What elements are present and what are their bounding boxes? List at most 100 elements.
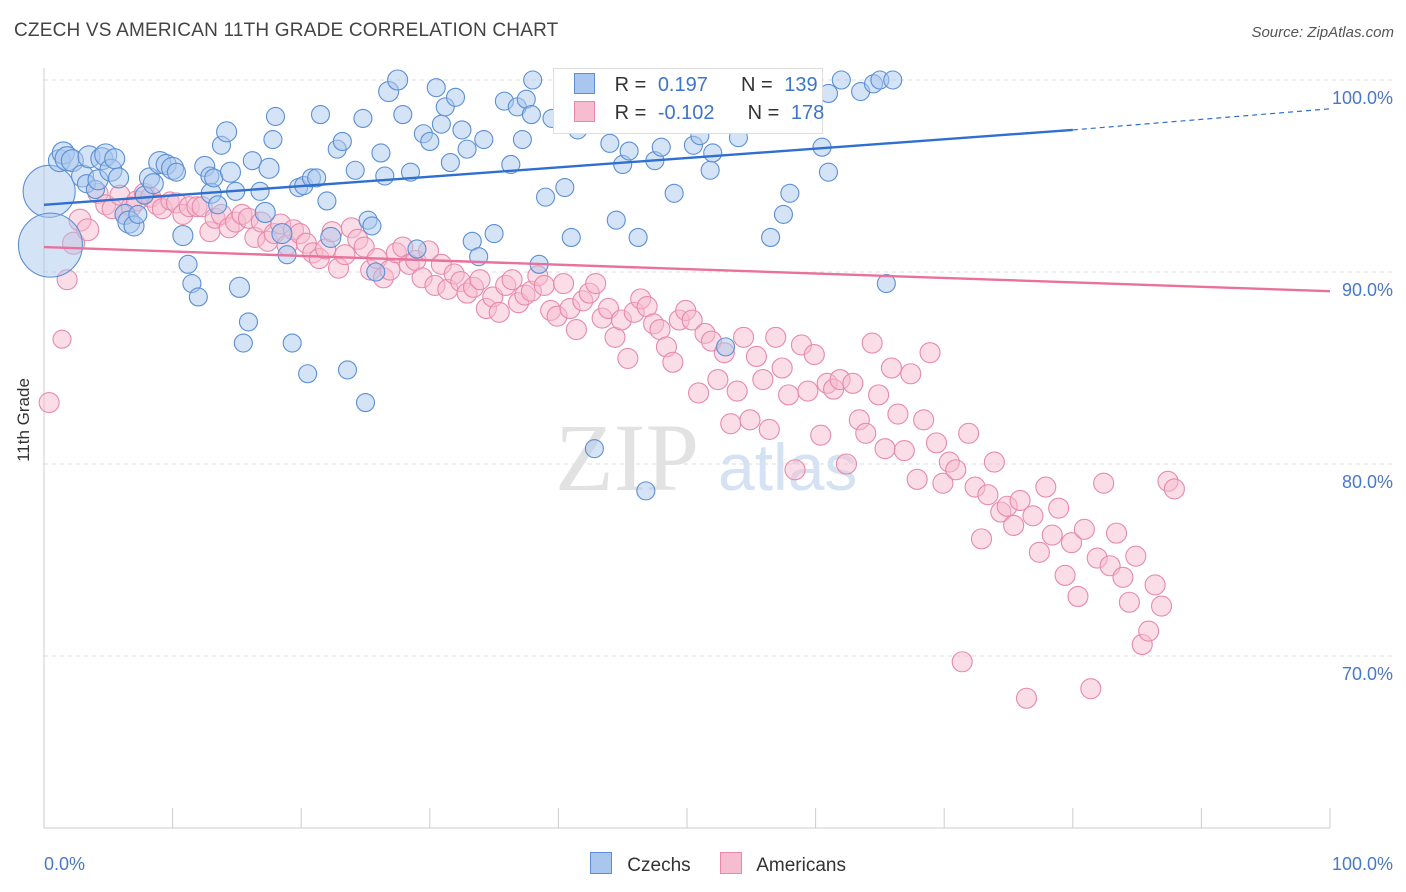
czech-point bbox=[606, 210, 626, 230]
american-point bbox=[1138, 620, 1160, 642]
american-point bbox=[906, 468, 928, 490]
american-point bbox=[797, 380, 819, 402]
czech-point bbox=[310, 105, 331, 125]
czech-point bbox=[307, 168, 327, 188]
chart-title: CZECH VS AMERICAN 11TH GRADE CORRELATION… bbox=[14, 20, 559, 41]
czech-point bbox=[407, 239, 427, 259]
american-point bbox=[565, 319, 587, 341]
american-point bbox=[765, 326, 787, 348]
american-point bbox=[52, 329, 72, 349]
r-value: -0.102 bbox=[657, 102, 715, 124]
czech-point bbox=[440, 153, 460, 173]
american-point bbox=[745, 345, 767, 368]
czech-point bbox=[233, 333, 253, 353]
czech-point bbox=[761, 227, 781, 247]
czech-point bbox=[17, 212, 83, 278]
czech-point bbox=[420, 131, 440, 151]
american-point bbox=[1048, 497, 1070, 519]
n-label: N = bbox=[747, 102, 780, 124]
czech-point bbox=[636, 481, 656, 501]
series-legend: Czechs Americans bbox=[0, 852, 1406, 878]
american-point bbox=[469, 269, 491, 291]
american-point bbox=[752, 368, 774, 391]
legend-item-americans[interactable]: Americans bbox=[720, 852, 846, 877]
american-point bbox=[803, 344, 825, 366]
american-point bbox=[662, 351, 684, 373]
stats-legend: R = 0.197 N = 139 R = -0.102 N = 178 bbox=[553, 68, 824, 134]
czech-point bbox=[600, 133, 620, 153]
american-point bbox=[835, 453, 858, 475]
czech-point bbox=[521, 105, 541, 125]
american-point bbox=[1080, 678, 1102, 700]
n-value: 139 bbox=[784, 74, 818, 96]
czech-point bbox=[700, 160, 720, 180]
y-tick-label: 70.0% bbox=[1342, 664, 1393, 684]
americans-swatch bbox=[574, 101, 595, 122]
watermark-zip: ZIP bbox=[555, 404, 699, 511]
czech-point bbox=[445, 87, 466, 107]
czech-point bbox=[426, 78, 446, 98]
american-point bbox=[681, 309, 703, 331]
american-point bbox=[810, 424, 832, 446]
american-point bbox=[739, 409, 761, 431]
american-point bbox=[552, 272, 575, 295]
legend-item-czechs[interactable]: Czechs bbox=[590, 852, 691, 877]
american-point bbox=[958, 422, 980, 444]
czech-point bbox=[216, 121, 238, 143]
czech-point bbox=[22, 164, 76, 218]
czech-point bbox=[188, 287, 208, 307]
american-point bbox=[855, 422, 877, 444]
czech-point bbox=[773, 204, 794, 224]
czech-point bbox=[238, 312, 259, 332]
tick-labels: 70.0% 80.0% 90.0% 100.0% 0.0% 100.0% bbox=[44, 88, 1393, 874]
legend-label-americans: Americans bbox=[756, 855, 846, 876]
american-point bbox=[1041, 524, 1063, 546]
czech-point bbox=[219, 161, 242, 183]
czech-point bbox=[452, 120, 472, 140]
american-point bbox=[919, 342, 941, 364]
czech-point bbox=[104, 148, 126, 170]
american-point bbox=[1105, 522, 1128, 544]
y-tick-label: 100.0% bbox=[1332, 88, 1393, 108]
czechs-swatch bbox=[574, 73, 595, 94]
american-point bbox=[1125, 545, 1147, 567]
american-point bbox=[688, 382, 710, 404]
american-point bbox=[1028, 541, 1050, 563]
american-point bbox=[977, 484, 999, 506]
american-point bbox=[868, 384, 890, 406]
american-point bbox=[1022, 505, 1044, 527]
american-point bbox=[1060, 532, 1083, 554]
american-point bbox=[842, 372, 864, 394]
czech-point bbox=[393, 105, 413, 125]
czech-point bbox=[651, 137, 671, 157]
czechs-legend-swatch bbox=[590, 852, 612, 874]
czech-point bbox=[355, 393, 376, 413]
american-point bbox=[1067, 585, 1089, 608]
american-point bbox=[707, 368, 729, 391]
american-point bbox=[1035, 476, 1057, 498]
legend-row-americans: R = -0.102 N = 178 bbox=[574, 101, 824, 131]
american-point bbox=[1144, 574, 1166, 596]
watermark: ZIP atlas bbox=[555, 404, 857, 511]
american-point bbox=[932, 472, 954, 494]
czech-point bbox=[242, 151, 262, 171]
czech-point bbox=[883, 70, 903, 90]
czech-point bbox=[501, 154, 521, 175]
czech-point bbox=[108, 167, 130, 189]
n-value: 178 bbox=[790, 102, 825, 124]
american-point bbox=[1112, 566, 1134, 588]
americans-legend-swatch bbox=[720, 852, 742, 874]
american-point bbox=[970, 528, 993, 550]
american-point bbox=[861, 332, 883, 354]
czech-point bbox=[320, 226, 342, 248]
american-point bbox=[1150, 595, 1173, 617]
american-point bbox=[880, 357, 903, 379]
american-point bbox=[887, 403, 909, 425]
american-point bbox=[1073, 518, 1095, 540]
czech-point bbox=[258, 157, 280, 179]
czech-point bbox=[664, 183, 684, 203]
american-point bbox=[585, 272, 607, 295]
american-point bbox=[1003, 514, 1025, 536]
czech-point bbox=[366, 262, 386, 282]
